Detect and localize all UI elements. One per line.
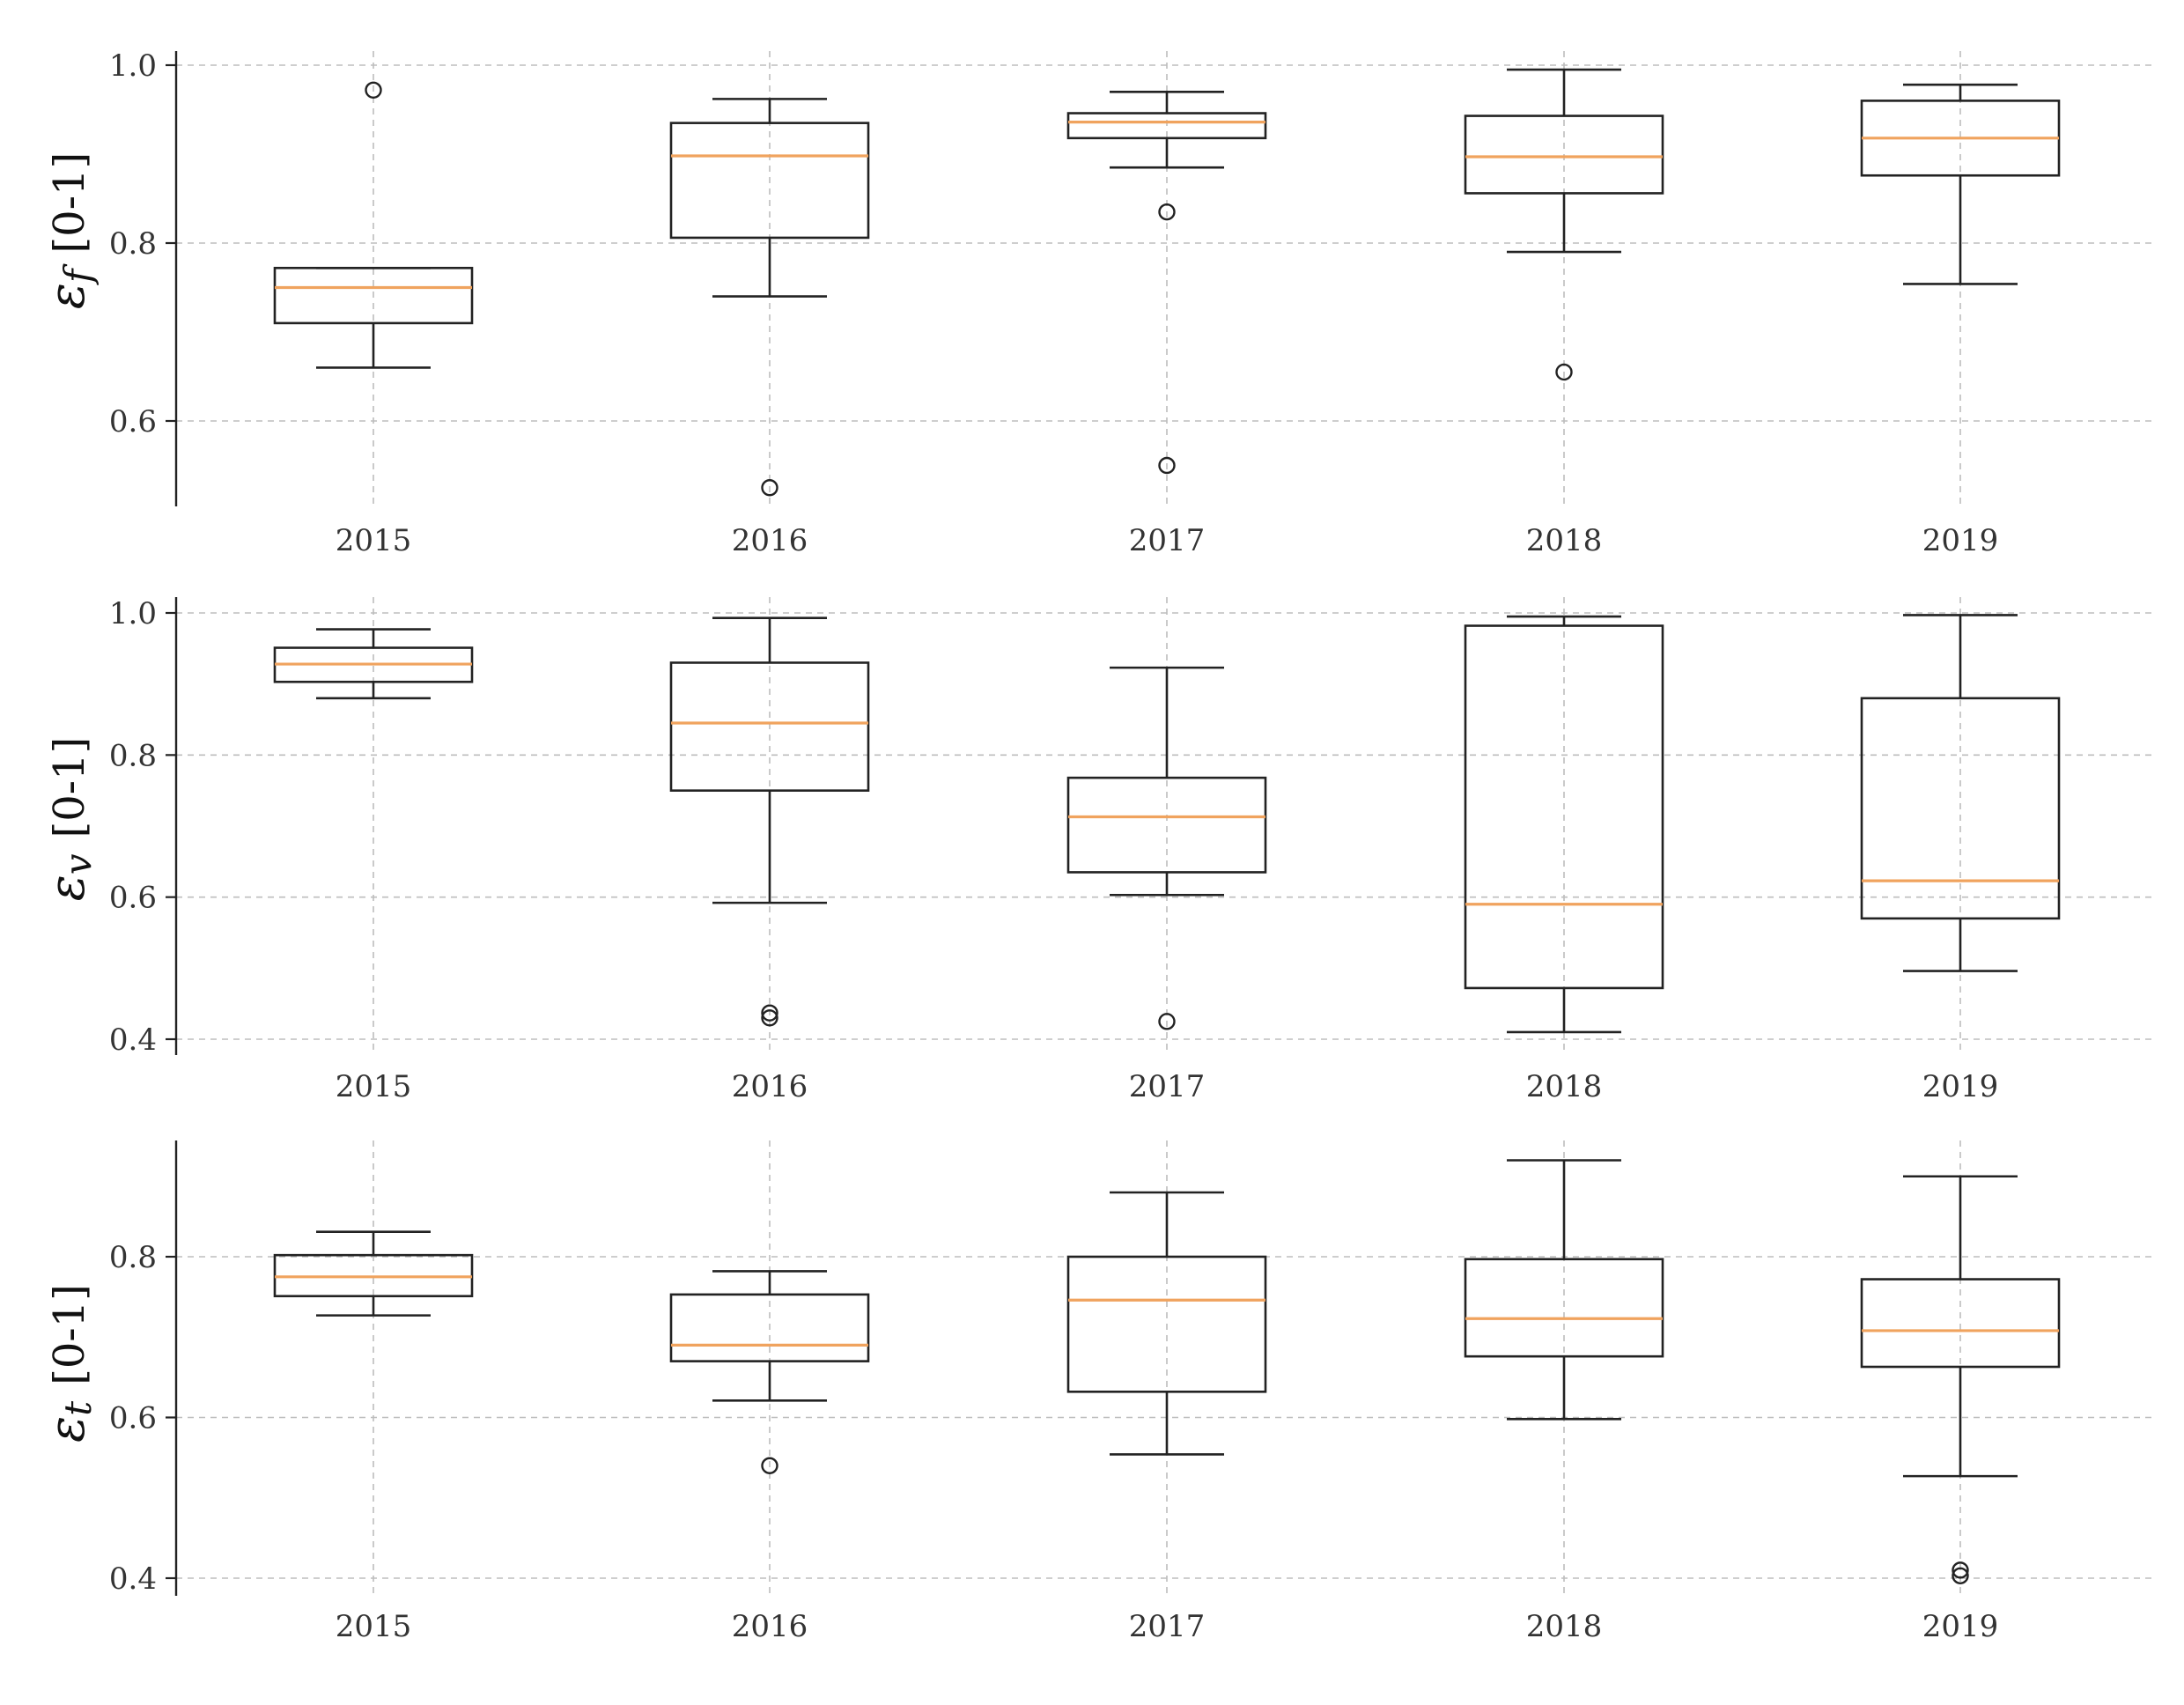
- x-tick-label: 2017: [1129, 523, 1206, 558]
- y-tick-label: 0.6: [109, 404, 157, 439]
- x-tick-label: 2016: [732, 1609, 808, 1644]
- box-2019: [1860, 1175, 2061, 1584]
- outlier-point: [365, 81, 382, 99]
- box-2017: [1066, 666, 1267, 1030]
- x-tick-label: 2018: [1526, 1609, 1603, 1644]
- y-label-unit: [0-1]: [45, 1284, 94, 1385]
- box-2017: [1066, 91, 1267, 475]
- panel-3: 0.4 0.6 0.8 2015 2016 2017 2018 2019 εt [0-1]: [39, 1140, 2153, 1644]
- box-2016: [669, 98, 870, 497]
- x-tick-label: 2019: [1922, 1069, 1999, 1104]
- outlier-point: [1158, 1013, 1176, 1030]
- y-axis-label-text: εf [0-1]: [39, 152, 100, 309]
- y-axis-label-text: εv [0-1]: [39, 737, 100, 902]
- y-axis-label: εt [0-1]: [39, 1284, 100, 1443]
- iqr-box: [669, 122, 870, 240]
- y-axis-label: εv [0-1]: [39, 737, 100, 902]
- y-label-subscript: f: [56, 263, 100, 285]
- y-label-symbol: ε: [39, 875, 96, 901]
- outlier-point: [761, 1004, 778, 1022]
- x-tick-label: 2015: [336, 1609, 412, 1644]
- outlier-point: [1555, 363, 1573, 381]
- y-tick-label: 0.4: [109, 1022, 157, 1058]
- box-2015: [273, 1230, 474, 1317]
- x-tick-label: 2016: [732, 523, 808, 558]
- y-tick-label: 0.6: [109, 881, 157, 916]
- y-axis-label: εf [0-1]: [39, 152, 100, 309]
- x-tick-label: 2017: [1129, 1069, 1206, 1104]
- y-tick-label: 1.0: [109, 596, 157, 631]
- outlier-point: [761, 479, 778, 497]
- box-2015: [273, 81, 474, 369]
- iqr-box: [669, 1293, 870, 1362]
- y-tick-label: 0.8: [109, 1240, 157, 1275]
- box-2019: [1860, 83, 2061, 285]
- iqr-box: [1066, 1255, 1267, 1393]
- y-tick-label: 0.4: [109, 1561, 157, 1597]
- x-tick-label: 2019: [1922, 523, 1999, 558]
- outlier-point: [1952, 1567, 1969, 1584]
- outlier-point: [1952, 1561, 1969, 1579]
- panel-2: 0.4 0.6 0.8 1.0 2015 2016 2017 2018 2019 εv [0-1]: [39, 596, 2153, 1104]
- box-2016: [669, 1270, 870, 1474]
- outlier-point: [1158, 203, 1176, 221]
- box-2018: [1464, 615, 1664, 1034]
- x-tick-label: 2018: [1526, 1069, 1603, 1104]
- x-tick-label: 2019: [1922, 1609, 1999, 1644]
- iqr-box: [1464, 114, 1664, 195]
- x-tick-label: 2015: [336, 523, 412, 558]
- panel-1: 0.6 0.8 1.0 2015 2016 2017 2018 2019 εf [0-1]: [39, 48, 2153, 558]
- y-tick-label: 1.0: [109, 48, 157, 84]
- box-2015: [273, 628, 474, 700]
- y-label-subscript: v: [56, 853, 100, 875]
- y-label-unit: [0-1]: [45, 152, 94, 254]
- box-2016: [669, 616, 870, 1027]
- x-tick-label: 2015: [336, 1069, 412, 1104]
- y-label-subscript: t: [56, 1401, 100, 1416]
- iqr-box: [1066, 112, 1267, 140]
- y-tick-label: 0.8: [109, 226, 157, 262]
- outlier-point: [1158, 456, 1176, 475]
- outlier-point: [761, 1009, 778, 1027]
- iqr-box: [1464, 624, 1664, 990]
- x-tick-label: 2017: [1129, 1609, 1206, 1644]
- iqr-box: [1066, 776, 1267, 874]
- box-2019: [1860, 614, 2061, 972]
- x-tick-label: 2018: [1526, 523, 1603, 558]
- y-tick-label: 0.6: [109, 1401, 157, 1436]
- box-2018: [1464, 68, 1664, 381]
- iqr-box: [273, 266, 474, 325]
- iqr-box: [1860, 697, 2061, 920]
- y-label-unit: [0-1]: [45, 737, 94, 838]
- outlier-point: [761, 1457, 778, 1474]
- y-tick-label: 0.8: [109, 738, 157, 773]
- box-2018: [1464, 1159, 1664, 1421]
- y-axis-label-text: εt [0-1]: [39, 1284, 100, 1443]
- y-label-symbol: ε: [39, 283, 96, 309]
- box-2017: [1066, 1191, 1267, 1456]
- y-label-symbol: ε: [39, 1416, 96, 1443]
- iqr-box: [669, 661, 870, 792]
- iqr-box: [1464, 1258, 1664, 1358]
- iqr-box: [1860, 1278, 2061, 1369]
- x-tick-label: 2016: [732, 1069, 808, 1104]
